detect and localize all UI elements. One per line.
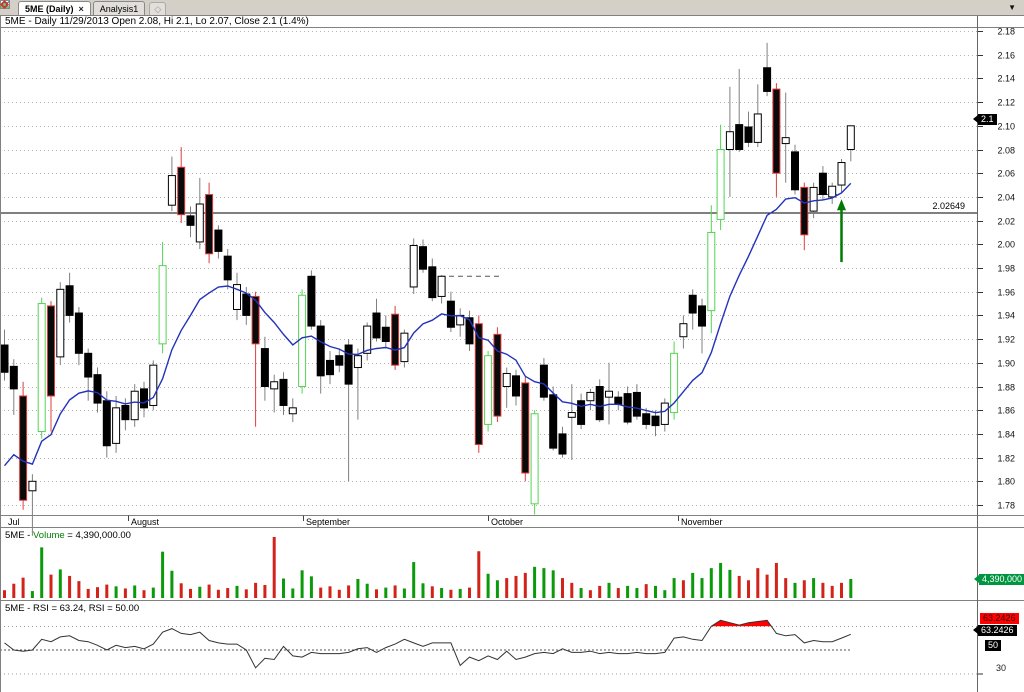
tab-analysis1[interactable]: Analysis1 [0, 0, 146, 15]
rsi-panel-header: 5ME - RSI = 63.24, RSI = 50.00 [5, 603, 140, 614]
svg-text:1.96: 1.96 [997, 288, 1015, 298]
svg-text:2.00: 2.00 [997, 240, 1015, 250]
svg-text:1.86: 1.86 [997, 406, 1015, 416]
level-line-label: 2.02649 [932, 201, 965, 211]
tab-symbol-daily[interactable]: 5ME (Daily) × [0, 0, 91, 15]
svg-text:2.16: 2.16 [997, 51, 1015, 61]
quote-summary-line: 5ME - Daily 11/29/2013 Open 2.08, Hi 2.1… [5, 16, 309, 27]
volume-panel-header: 5ME - Volume = 4,390,000.00 [5, 530, 131, 541]
last-price-badge: 2.1 [973, 114, 997, 125]
svg-text:1.82: 1.82 [997, 454, 1015, 464]
svg-text:1.88: 1.88 [997, 383, 1015, 393]
volume-symbol-prefix: 5ME - [5, 530, 33, 541]
svg-text:1.92: 1.92 [997, 335, 1015, 345]
svg-text:1.90: 1.90 [997, 359, 1015, 369]
svg-text:August: August [131, 517, 160, 527]
svg-text:2.10: 2.10 [997, 122, 1015, 132]
tab-bar: 5ME (Daily) × Analysis1 ◇ ▼ [0, 0, 1024, 16]
svg-text:2.18: 2.18 [997, 27, 1015, 37]
svg-text:2.14: 2.14 [997, 74, 1015, 84]
svg-text:November: November [681, 517, 723, 527]
svg-text:1.98: 1.98 [997, 264, 1015, 274]
svg-text:2.04: 2.04 [997, 193, 1015, 203]
svg-text:September: September [306, 517, 350, 527]
svg-text:2.12: 2.12 [997, 98, 1015, 108]
new-tab-button[interactable]: ◇ [149, 2, 167, 15]
svg-text:October: October [491, 517, 523, 527]
tab-analysis-label: Analysis1 [99, 3, 139, 14]
tab-close-icon[interactable]: × [78, 3, 84, 14]
svg-text:2.02: 2.02 [997, 217, 1015, 227]
svg-text:Jul: Jul [8, 517, 20, 527]
svg-text:1.94: 1.94 [997, 311, 1015, 321]
rsi-axis-label-30: 30 [996, 663, 1007, 673]
rsi-red-badge: 63.2426 [980, 613, 1019, 624]
analysis-tab-icon [0, 0, 9, 9]
volume-indicator-value: = 4,390,000.00 [64, 530, 131, 541]
svg-text:1.78: 1.78 [997, 501, 1015, 511]
tab-symbol-label: 5ME (Daily) [25, 3, 74, 14]
svg-text:2.06: 2.06 [997, 169, 1015, 179]
volume-indicator-name: Volume [32, 530, 65, 541]
svg-text:1.80: 1.80 [997, 477, 1015, 487]
rsi-value-badge: 63.2426 [973, 625, 1017, 636]
svg-text:2.08: 2.08 [997, 146, 1015, 156]
svg-text:1.84: 1.84 [997, 430, 1015, 440]
tab-list-dropdown-icon[interactable]: ▼ [1008, 3, 1016, 12]
volume-value-badge: 4,390,000 [973, 574, 1024, 585]
rsi-midline-badge: 50 [985, 640, 1002, 651]
